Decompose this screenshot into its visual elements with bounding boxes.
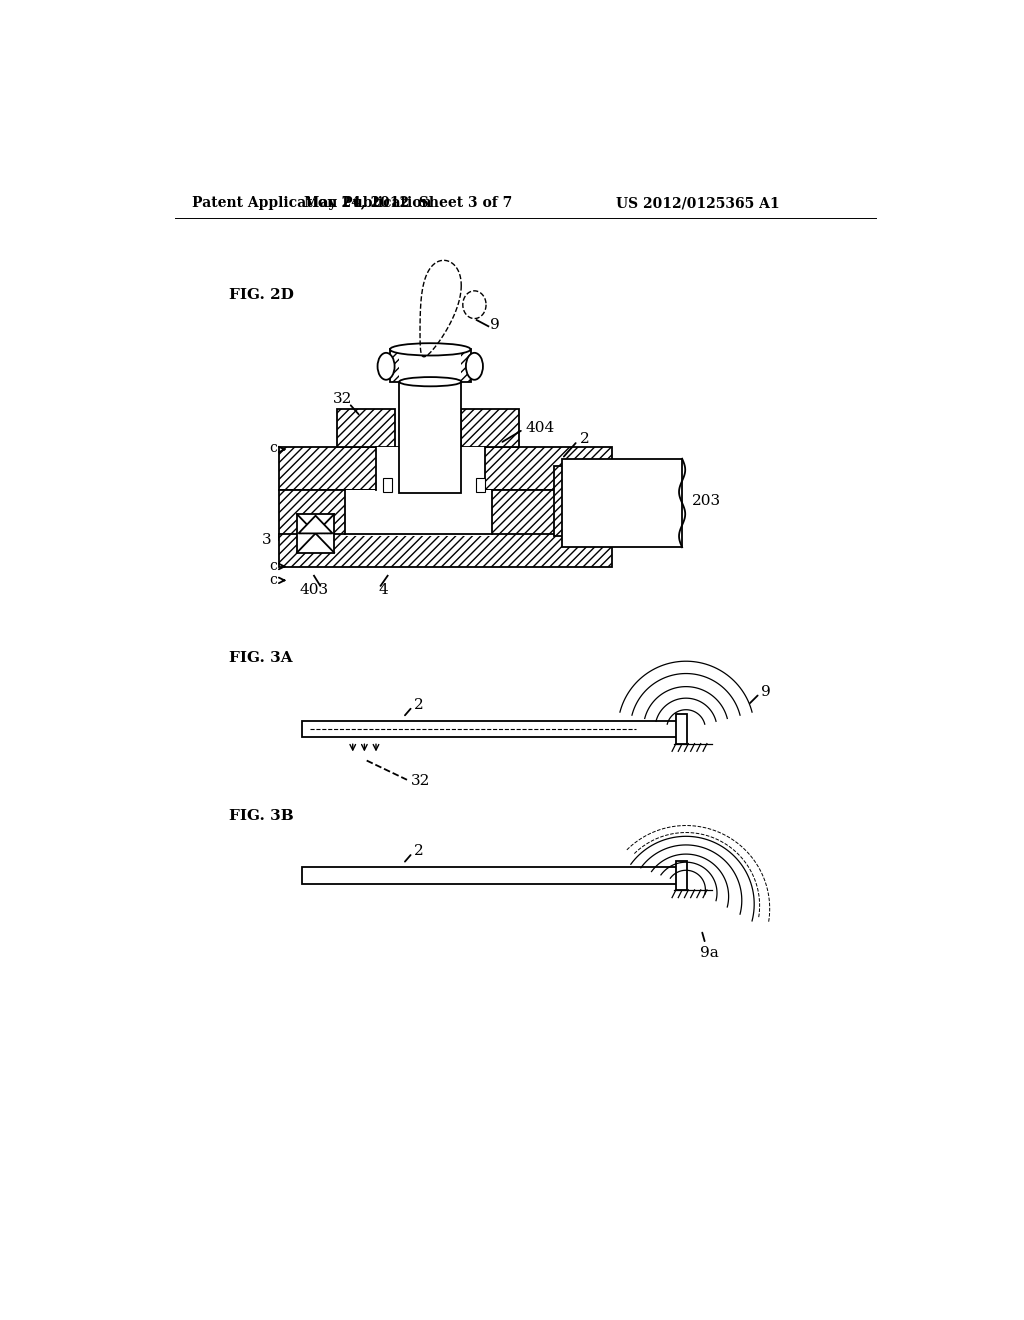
Bar	[280, 490, 612, 540]
Text: c: c	[269, 441, 276, 455]
Text: 9: 9	[761, 685, 771, 700]
Text: 32: 32	[411, 775, 430, 788]
Text: 2: 2	[414, 698, 424, 711]
Bar	[676, 714, 687, 743]
Text: 4: 4	[379, 582, 389, 597]
Bar	[280, 535, 612, 566]
Bar	[280, 447, 612, 490]
Bar	[376, 447, 484, 490]
Bar	[461, 409, 519, 447]
Text: FIG. 3A: FIG. 3A	[228, 651, 293, 665]
Text: 9a: 9a	[699, 946, 719, 960]
Bar	[562, 459, 682, 548]
Text: May 24, 2012  Sheet 3 of 7: May 24, 2012 Sheet 3 of 7	[304, 197, 513, 210]
Bar	[406, 381, 455, 490]
Ellipse shape	[390, 343, 471, 355]
Ellipse shape	[399, 378, 461, 387]
Bar	[676, 861, 687, 890]
Text: FIG. 2D: FIG. 2D	[228, 288, 294, 302]
Polygon shape	[299, 516, 333, 533]
Text: 403: 403	[299, 582, 329, 597]
Text: 9: 9	[489, 318, 500, 333]
Text: 404: 404	[525, 421, 555, 434]
Ellipse shape	[466, 352, 483, 380]
Text: 32: 32	[334, 392, 352, 407]
Bar	[554, 466, 621, 536]
Text: 2: 2	[580, 432, 590, 446]
Bar	[297, 515, 334, 553]
Bar	[390, 350, 471, 381]
Bar	[337, 409, 395, 447]
Text: 3: 3	[262, 532, 271, 546]
Text: c: c	[269, 560, 276, 573]
Bar	[399, 378, 461, 494]
Text: 2: 2	[414, 845, 424, 858]
Bar	[383, 478, 392, 492]
Text: US 2012/0125365 A1: US 2012/0125365 A1	[616, 197, 780, 210]
Bar	[476, 478, 485, 492]
Bar	[345, 490, 493, 536]
Bar	[302, 867, 682, 884]
Text: FIG. 3B: FIG. 3B	[228, 809, 294, 824]
Text: 203: 203	[692, 494, 721, 508]
Text: c: c	[269, 573, 276, 587]
Ellipse shape	[378, 352, 394, 380]
Bar	[399, 352, 461, 379]
Text: Patent Application Publication: Patent Application Publication	[191, 197, 431, 210]
Bar	[302, 721, 682, 738]
